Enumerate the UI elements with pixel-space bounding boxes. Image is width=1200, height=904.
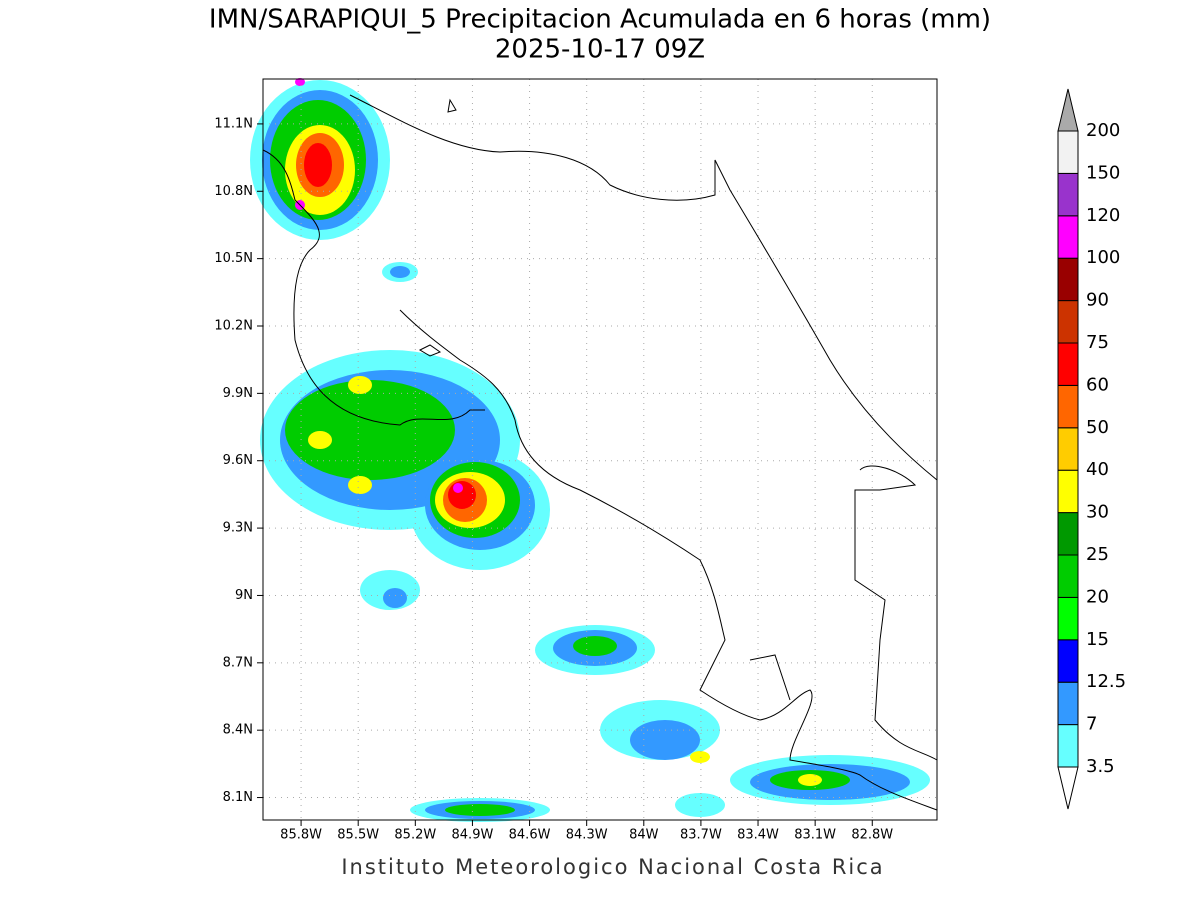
y-tick-label: 11.1N [214,116,253,131]
y-tick-label: 9.3N [223,521,253,536]
x-tick-label: 85.5W [337,828,379,843]
x-tick-label: 85.8W [280,828,322,843]
footer-credit: Instituto Meteorologico Nacional Costa R… [341,855,884,879]
y-tick-label: 9.6N [223,453,253,468]
colorbar-swatch [1057,257,1079,302]
colorbar-swatch [1057,342,1079,386]
colorbar-swatch [1057,130,1079,174]
colorbar-label: 60 [1086,374,1109,395]
colorbar-cap-low [1057,766,1079,810]
colorbar: 3.5 7 12.5 15 20 25 30 40 50 60 75 90 100 120 150 200 [1057,88,1126,810]
colorbar-label: 120 [1086,205,1120,226]
x-tick-label: 83.1W [794,828,836,843]
colorbar-label: 20 [1086,586,1109,607]
colorbar-label: 100 [1086,247,1120,268]
colorbar-swatch [1057,384,1079,429]
x-tick-label: 84.3W [566,828,608,843]
colorbar-swatch [1057,215,1079,259]
y-tick-label: 9N [235,588,253,603]
x-tick-label: 84.6W [509,828,551,843]
coastlines [262,94,938,811]
colorbar-swatch [1057,469,1079,514]
colorbar-label: 7 [1086,714,1097,735]
colorbar-label: 50 [1086,417,1109,438]
y-tick-label: 10.2N [214,319,253,334]
x-tick-label: 83.4W [737,828,779,843]
map-frame [262,78,938,821]
y-tick-label: 8.4N [223,723,253,738]
colorbar-label: 40 [1086,459,1109,480]
x-tick-label: 85.2W [394,828,436,843]
y-tick-label: 9.9N [223,386,253,401]
colorbar-swatch [1057,639,1079,683]
colorbar-label: 90 [1086,290,1109,311]
colorbar-swatch [1057,512,1079,556]
title: IMN/SARAPIQUI_5 Precipitacion Acumulada … [209,5,991,35]
grid [257,79,937,826]
colorbar-label: 30 [1086,502,1109,523]
colorbar-label: 200 [1086,120,1120,141]
y-tick-label: 10.8N [214,184,253,199]
x-tick-label: 83.7W [680,828,722,843]
colorbar-cap-high [1057,88,1079,132]
colorbar-label: 3.5 [1086,756,1115,777]
colorbar-label: 15 [1086,629,1109,650]
colorbar-label: 75 [1086,332,1109,353]
precip-field [250,78,930,822]
x-tick-label: 82.8W [851,828,893,843]
y-tick-label: 8.7N [223,655,253,670]
y-tick-label: 10.5N [214,251,253,266]
x-tick-label: 84.9W [452,828,494,843]
colorbar-label: 25 [1086,544,1109,565]
colorbar-swatch [1057,681,1079,726]
colorbar-swatch [1057,724,1079,768]
colorbar-swatch [1057,554,1079,598]
colorbar-swatch [1057,596,1079,641]
colorbar-label: 12.5 [1086,671,1126,692]
colorbar-label: 150 [1086,162,1120,183]
x-tick-label: 84W [629,828,659,843]
colorbar-swatch [1057,300,1079,344]
colorbar-swatch [1057,172,1079,217]
y-tick-label: 8.1N [223,790,253,805]
colorbar-swatch [1057,427,1079,471]
subtitle: 2025-10-17 09Z [495,35,705,65]
